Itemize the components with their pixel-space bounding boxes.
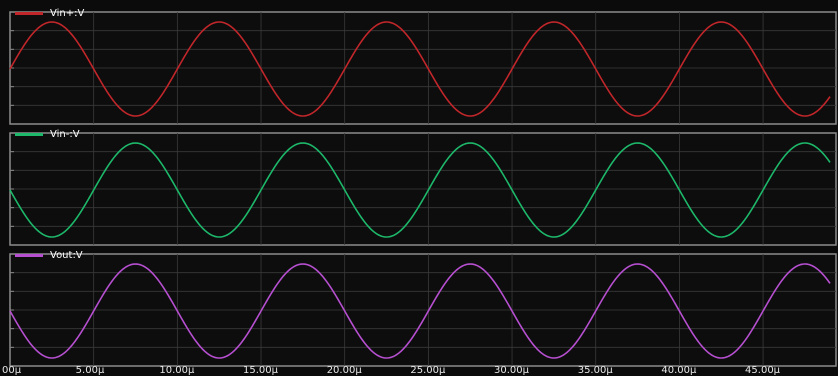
x-tick-label: 30.00µ: [494, 365, 530, 376]
x-tick-label: 15.00µ: [243, 365, 279, 376]
x-tick-label: 40.00µ: [661, 365, 697, 376]
legend-swatch: [15, 254, 43, 257]
x-tick-label: 35.00µ: [578, 365, 614, 376]
series-line-1: [9, 21, 831, 117]
legend-label: Vout:V: [50, 250, 83, 261]
x-tick-label: 20.00µ: [327, 365, 363, 376]
series-line-2: [9, 142, 831, 238]
legend-label: Vin+:V: [50, 8, 84, 19]
series-line-3: [9, 263, 831, 359]
x-tick-label: 25.00µ: [410, 365, 446, 376]
x-tick-label: 10.00µ: [159, 365, 195, 376]
legend-swatch: [15, 133, 43, 136]
x-tick-label: 00µ: [2, 365, 22, 376]
x-tick-label: 45.00µ: [745, 365, 781, 376]
legend-label: Vin-:V: [50, 129, 80, 140]
legend-swatch: [15, 12, 43, 15]
x-tick-label: 5.00µ: [76, 365, 105, 376]
